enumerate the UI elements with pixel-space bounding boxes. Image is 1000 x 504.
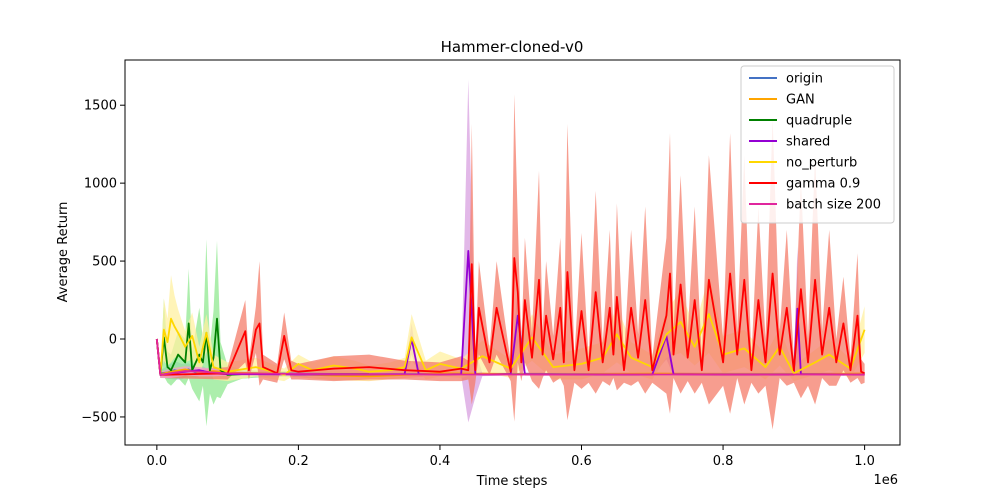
series-lines: [155, 249, 866, 378]
line-no-perturb: [155, 313, 866, 376]
y-tick-label: 0: [109, 333, 117, 348]
x-tick-label: 0.2: [288, 454, 309, 469]
y-tick-label: 500: [92, 255, 117, 270]
y-axis-ticks: −500 0 500 1000 1500: [81, 99, 125, 425]
x-tick-label: 0.0: [147, 454, 168, 469]
y-tick-label: −500: [81, 410, 117, 425]
legend-label: quadruple: [786, 114, 852, 129]
legend-label: batch size 200: [786, 198, 881, 213]
line-batch-size-200: [155, 338, 865, 376]
x-tick-label: 1.0: [854, 454, 875, 469]
x-tick-label: 0.8: [713, 454, 734, 469]
legend-label: shared: [786, 135, 830, 150]
legend-label: GAN: [786, 93, 815, 108]
legend-label: origin: [786, 72, 823, 87]
band-gamma-0-9: [156, 94, 865, 430]
legend-label: gamma 0.9: [786, 177, 860, 192]
x-tick-label: 0.6: [571, 454, 592, 469]
x-axis-ticks: 0.0 0.2 0.4 0.6 0.8 1.0: [147, 445, 875, 469]
band-quadruple: [156, 239, 370, 427]
legend-box: [740, 65, 895, 224]
x-axis-label: Time steps: [476, 474, 548, 489]
legend-label: no_perturb: [786, 156, 857, 171]
y-tick-label: 1000: [84, 177, 117, 192]
legend: origin GAN quadruple shared no_perturbgamma …: [740, 65, 895, 224]
chart-title: Hammer-cloned-v0: [441, 38, 584, 56]
y-tick-label: 1500: [84, 99, 117, 114]
line-gamma-0-9: [155, 257, 865, 376]
x-tick-label: 0.4: [430, 454, 451, 469]
y-axis-label: Average Return: [56, 202, 71, 303]
plot-frame: [124, 59, 901, 446]
x-axis-offset-label: 1e6: [873, 473, 898, 488]
